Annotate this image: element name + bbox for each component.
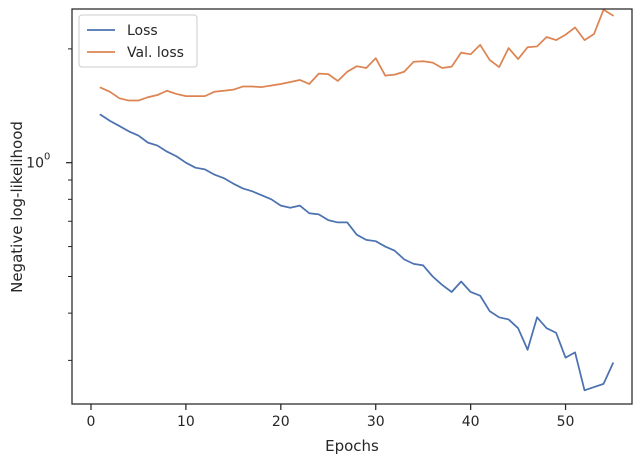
y-axis-label: Negative log-likelihood — [8, 121, 26, 293]
legend: Loss Val. loss — [78, 14, 198, 68]
x-tick-label: 0 — [87, 414, 96, 430]
x-tick-label: 40 — [462, 414, 480, 430]
plot-frame — [71, 8, 633, 405]
x-tick-label: 30 — [367, 414, 385, 430]
x-tick-label: 50 — [557, 414, 575, 430]
x-tick-label: 20 — [272, 414, 290, 430]
legend-label-val-loss: Val. loss — [127, 45, 184, 61]
series-line-val-loss — [99, 8, 614, 102]
series-line-loss — [99, 113, 614, 392]
x-tick-label: 10 — [177, 414, 195, 430]
y-tick-label-exponent: 0 — [44, 152, 50, 163]
legend-box — [78, 14, 198, 68]
legend-label-loss: Loss — [127, 23, 158, 39]
plot-lines — [99, 8, 614, 392]
x-axis-label: Epochs — [325, 437, 379, 455]
y-tick-label: 10 — [26, 156, 44, 172]
